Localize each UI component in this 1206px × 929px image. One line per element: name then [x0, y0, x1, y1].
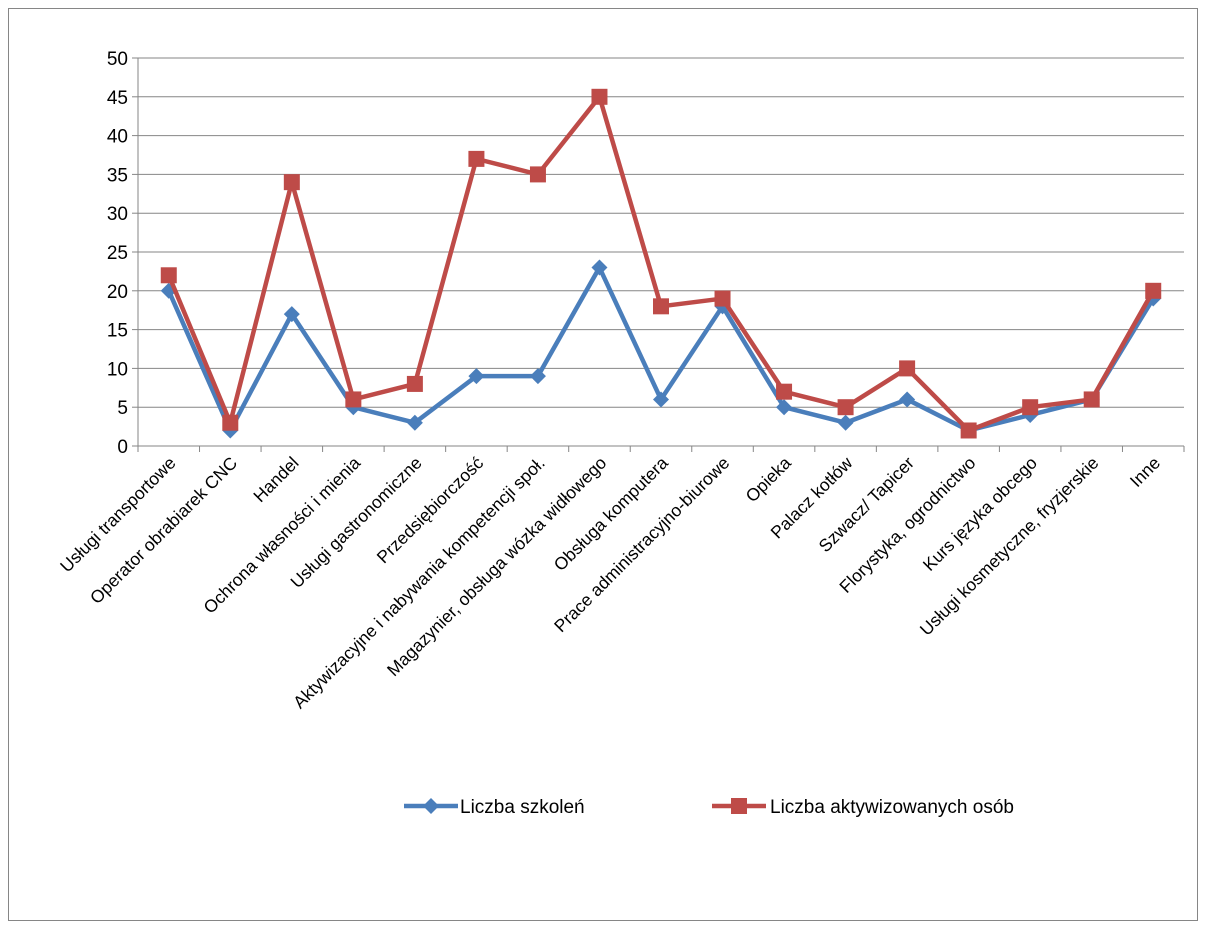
- data-point-square: [345, 391, 362, 408]
- data-point-square: [714, 290, 731, 307]
- series-2: [160, 88, 1162, 439]
- x-tick-label: Magazynier, obsługa wózka widłowego: [383, 453, 610, 680]
- x-tick-label: Usługi transportowe: [56, 453, 180, 577]
- data-point-square: [653, 298, 669, 315]
- x-tick-label: Opieka: [742, 453, 796, 507]
- data-point-diamond: [776, 399, 793, 416]
- data-point-square: [776, 383, 793, 400]
- x-tick-label: Kurs języka obcego: [919, 453, 1041, 575]
- y-tick-label: 40: [107, 127, 128, 148]
- y-tick-label: 35: [107, 165, 128, 186]
- legend-diamond-marker: [423, 798, 439, 814]
- series-line: [166, 94, 1156, 433]
- y-tick-label: 15: [107, 321, 128, 342]
- data-point-diamond: [837, 414, 854, 431]
- data-point-square: [468, 150, 485, 167]
- series: [160, 88, 1162, 439]
- y-tick-label: 10: [107, 359, 128, 380]
- x-tick-label: Obsługa komputera: [550, 453, 672, 575]
- legend-label: Liczba szkoleń: [460, 797, 585, 818]
- data-point-diamond: [283, 306, 300, 323]
- data-point-diamond: [653, 391, 669, 408]
- data-point-square: [1022, 399, 1039, 416]
- data-point-diamond: [591, 259, 608, 276]
- chart-frame: [8, 8, 1198, 921]
- y-tick-label: 30: [107, 204, 128, 225]
- data-point-diamond: [529, 368, 546, 385]
- data-point-square: [837, 399, 854, 416]
- x-tick-label: Inne: [1126, 453, 1164, 491]
- legend-label: Liczba aktywizowanych osób: [770, 797, 1014, 818]
- y-tick-label: 0: [117, 437, 128, 458]
- data-point-square: [222, 414, 239, 431]
- legend: Liczba szkoleń Liczba aktywizowanych osób: [404, 797, 1014, 818]
- x-tick-label: Handel: [249, 453, 302, 506]
- legend-square-marker: [731, 798, 747, 814]
- data-point-square: [1083, 391, 1100, 408]
- legend-item: Liczba aktywizowanych osób: [712, 797, 1014, 818]
- y-tick-label: 25: [107, 243, 128, 264]
- data-point-diamond: [899, 391, 916, 408]
- y-tick-label: 20: [107, 282, 128, 303]
- data-point-square: [406, 375, 423, 392]
- data-point-square: [899, 360, 916, 377]
- series-1: [160, 259, 1162, 439]
- y-tick-label: 45: [107, 88, 128, 109]
- data-point-square: [960, 422, 977, 439]
- y-tick-label: 50: [107, 49, 128, 70]
- y-tick-labels: 0 5 10 15 20 25 30 35 40 45 50: [107, 49, 128, 458]
- data-point-square: [283, 174, 300, 191]
- data-point-diamond: [468, 368, 485, 385]
- x-tick-label: Przedsiębiorczość: [373, 453, 488, 568]
- data-point-square: [1145, 282, 1162, 299]
- data-point-square: [591, 88, 608, 105]
- axes: [132, 57, 1185, 452]
- gridlines: [138, 57, 1184, 408]
- data-point-square: [160, 267, 177, 284]
- legend-item: Liczba szkoleń: [404, 797, 585, 818]
- data-point-diamond: [406, 414, 423, 431]
- y-tick-label: 5: [117, 398, 128, 419]
- data-point-square: [529, 166, 546, 183]
